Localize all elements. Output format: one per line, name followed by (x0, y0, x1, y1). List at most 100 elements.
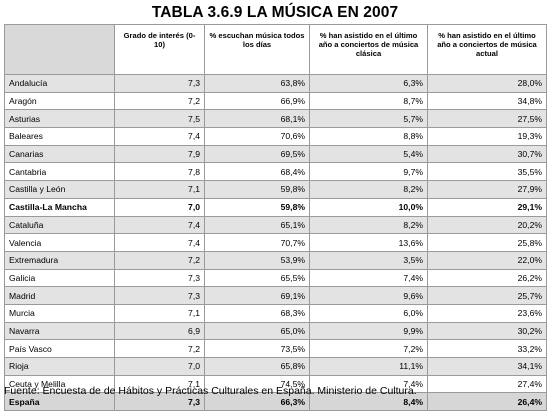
listen-daily-cell: 68,4% (204, 162, 310, 182)
listen-daily-cell: 65,1% (204, 215, 310, 235)
interest-cell: 7,4 (114, 233, 205, 252)
classical-cell: 5,7% (309, 109, 428, 129)
total-row: España 7,3 66,3% 8,4% 26,4% (4, 392, 547, 411)
listen-daily-cell: 66,9% (204, 91, 310, 111)
region-name-cell: Canarias (4, 144, 115, 164)
listen-daily-cell: 69,5% (204, 144, 310, 164)
classical-cell: 6,3% (309, 74, 428, 93)
total-interest-cell: 7,3 (114, 392, 205, 411)
region-name-cell: Castilla-La Mancha (4, 197, 115, 217)
table-row: País Vasco 7,2 73,5% 7,2% 33,2% (4, 339, 547, 358)
classical-cell: 9,6% (309, 286, 428, 305)
music-table: Grado de interés (0-10) % escuchan músic… (4, 24, 547, 411)
header-corner (4, 24, 115, 75)
classical-cell: 8,7% (309, 91, 428, 111)
region-name-cell: Rioja (4, 357, 115, 376)
interest-cell: 7,9 (114, 144, 205, 164)
interest-cell: 7,4 (114, 127, 205, 146)
table-row: Canarias 7,9 69,5% 5,4% 30,7% (4, 144, 547, 164)
region-name-cell: Navarra (4, 321, 115, 341)
interest-cell: 7,2 (114, 339, 205, 358)
region-name-cell: Aragón (4, 91, 115, 111)
region-name-cell: Asturias (4, 109, 115, 129)
current-cell: 27,9% (427, 180, 547, 199)
interest-cell: 7,0 (114, 357, 205, 376)
current-cell: 34,8% (427, 91, 547, 111)
interest-cell: 7,1 (114, 303, 205, 323)
interest-cell: 7,3 (114, 286, 205, 305)
listen-daily-cell: 59,8% (204, 197, 310, 217)
interest-cell: 6,9 (114, 321, 205, 341)
current-cell: 28,0% (427, 74, 547, 93)
table-row: Andalucía 7,3 63,8% 6,3% 28,0% (4, 74, 547, 93)
classical-cell: 13,6% (309, 233, 428, 252)
region-name-cell: Baleares (4, 127, 115, 146)
current-cell: 30,2% (427, 321, 547, 341)
table-row: Extremadura 7,2 53,9% 3,5% 22,0% (4, 250, 547, 270)
listen-daily-cell: 70,7% (204, 233, 310, 252)
classical-cell: 9,9% (309, 321, 428, 341)
listen-daily-cell: 73,5% (204, 339, 310, 358)
table-row: Aragón 7,2 66,9% 8,7% 34,8% (4, 91, 547, 111)
table-body: Andalucía 7,3 63,8% 6,3% 28,0% Aragón 7,2 66,9%… (4, 74, 547, 411)
listen-daily-cell: 65,0% (204, 321, 310, 341)
table-title: TABLA 3.6.9 LA MÚSICA EN 2007 (151, 4, 399, 21)
table-row: Cantabria 7,8 68,4% 9,7% 35,5% (4, 162, 547, 182)
interest-cell: 7,3 (114, 268, 205, 288)
classical-cell: 6,0% (309, 303, 428, 323)
current-cell: 30,7% (427, 144, 547, 164)
listen-daily-cell: 68,1% (204, 109, 310, 129)
listen-daily-cell: 53,9% (204, 250, 310, 270)
table-row: Cataluña 7,4 65,1% 8,2% 20,2% (4, 215, 547, 235)
header-row: Grado de interés (0-10) % escuchan músic… (4, 24, 547, 75)
interest-cell: 7,8 (114, 162, 205, 182)
classical-cell: 3,5% (309, 250, 428, 270)
listen-daily-cell: 65,5% (204, 268, 310, 288)
table-row: Castilla y León 7,1 59,8% 8,2% 27,9% (4, 180, 547, 199)
current-cell: 34,1% (427, 357, 547, 376)
interest-cell: 7,1 (114, 180, 205, 199)
current-cell: 27,5% (427, 109, 547, 129)
region-name-cell: Cataluña (4, 215, 115, 235)
region-name-cell: Andalucía (4, 74, 115, 93)
region-name-cell: Madrid (4, 286, 115, 305)
header-classical-concerts: % han asistido en el último año a concie… (309, 24, 428, 75)
current-cell: 25,7% (427, 286, 547, 305)
header-interest: Grado de interés (0-10) (114, 24, 205, 75)
classical-cell: 5,4% (309, 144, 428, 164)
table-row: Ceuta y Melilla 7,1 74,5% 7,4% 27,4% (4, 374, 547, 394)
interest-cell: 7,3 (114, 74, 205, 93)
region-name-cell: Valencia (4, 233, 115, 252)
header-current-concerts: % han asistido en el último año a concie… (427, 24, 547, 75)
table-row: Castilla-La Mancha 7,0 59,8% 10,0% 29,1% (4, 197, 547, 217)
table-row: Navarra 6,9 65,0% 9,9% 30,2% (4, 321, 547, 341)
classical-cell: 8,2% (309, 215, 428, 235)
classical-cell: 9,7% (309, 162, 428, 182)
current-cell: 33,2% (427, 339, 547, 358)
current-cell: 29,1% (427, 197, 547, 217)
interest-cell: 7,2 (114, 91, 205, 111)
current-cell: 20,2% (427, 215, 547, 235)
region-name-cell: Galicia (4, 268, 115, 288)
total-current-cell: 26,4% (427, 392, 547, 411)
interest-cell: 7,2 (114, 250, 205, 270)
current-cell: 19,3% (427, 127, 547, 146)
classical-cell: 7,2% (309, 339, 428, 358)
current-cell: 35,5% (427, 162, 547, 182)
current-cell: 23,6% (427, 303, 547, 323)
classical-cell: 8,8% (309, 127, 428, 146)
interest-cell: 7,4 (114, 215, 205, 235)
total-classical-cell: 8,4% (309, 392, 428, 411)
table-row: Rioja 7,0 65,8% 11,1% 34,1% (4, 357, 547, 376)
current-cell: 22,0% (427, 250, 547, 270)
current-cell: 27,4% (427, 374, 547, 394)
listen-daily-cell: 63,8% (204, 74, 310, 93)
interest-cell: 7,5 (114, 109, 205, 129)
interest-cell: 7,0 (114, 197, 205, 217)
current-cell: 26,2% (427, 268, 547, 288)
table-row: Asturias 7,5 68,1% 5,7% 27,5% (4, 109, 547, 129)
table-row: Galicia 7,3 65,5% 7,4% 26,2% (4, 268, 547, 288)
table-row: Madrid 7,3 69,1% 9,6% 25,7% (4, 286, 547, 305)
classical-cell: 11,1% (309, 357, 428, 376)
region-name-cell: Extremadura (4, 250, 115, 270)
